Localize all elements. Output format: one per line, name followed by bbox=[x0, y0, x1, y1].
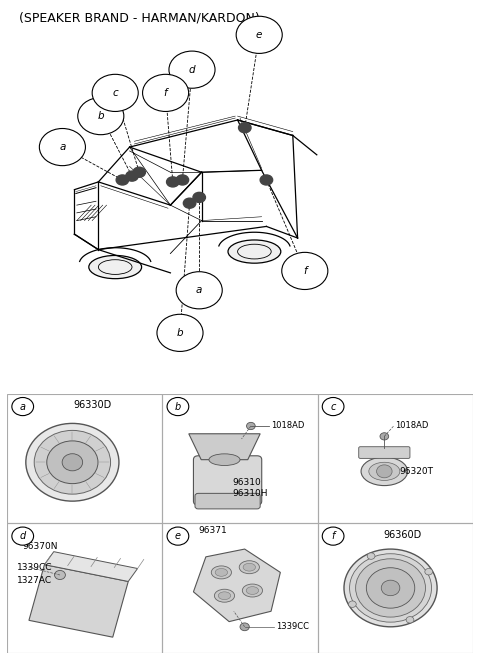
Bar bbox=[7, 523, 162, 653]
Ellipse shape bbox=[215, 569, 228, 576]
Polygon shape bbox=[29, 565, 128, 637]
Circle shape bbox=[157, 314, 203, 352]
Ellipse shape bbox=[246, 586, 259, 594]
Circle shape bbox=[344, 549, 437, 627]
Circle shape bbox=[143, 74, 189, 112]
Text: 96310: 96310 bbox=[232, 478, 261, 487]
Circle shape bbox=[260, 175, 273, 185]
Circle shape bbox=[239, 123, 251, 133]
Circle shape bbox=[406, 617, 414, 623]
Text: 96310H: 96310H bbox=[232, 489, 268, 498]
Polygon shape bbox=[189, 434, 260, 460]
Circle shape bbox=[322, 527, 344, 545]
Text: b: b bbox=[177, 328, 183, 338]
Text: 1327AC: 1327AC bbox=[16, 576, 52, 584]
Circle shape bbox=[247, 422, 255, 430]
Text: f: f bbox=[303, 266, 307, 276]
Ellipse shape bbox=[369, 462, 400, 480]
Circle shape bbox=[39, 129, 85, 166]
Circle shape bbox=[240, 623, 249, 630]
Circle shape bbox=[176, 272, 222, 309]
Circle shape bbox=[12, 527, 34, 545]
Ellipse shape bbox=[215, 589, 235, 602]
Ellipse shape bbox=[243, 564, 255, 571]
Text: 1018AD: 1018AD bbox=[271, 422, 304, 430]
Text: 96320T: 96320T bbox=[400, 467, 434, 476]
Circle shape bbox=[348, 601, 356, 607]
Text: 1339CC: 1339CC bbox=[16, 563, 52, 572]
Circle shape bbox=[380, 433, 389, 440]
Text: f: f bbox=[331, 531, 335, 541]
Circle shape bbox=[356, 559, 425, 617]
Circle shape bbox=[176, 175, 189, 185]
FancyBboxPatch shape bbox=[193, 456, 262, 505]
Circle shape bbox=[92, 74, 138, 112]
Circle shape bbox=[183, 198, 196, 208]
Text: b: b bbox=[97, 111, 104, 121]
Circle shape bbox=[12, 398, 34, 416]
Text: a: a bbox=[59, 142, 66, 152]
Bar bbox=[318, 394, 473, 523]
Circle shape bbox=[425, 569, 432, 575]
Circle shape bbox=[377, 465, 392, 478]
Ellipse shape bbox=[361, 457, 408, 485]
Circle shape bbox=[167, 177, 179, 187]
Ellipse shape bbox=[228, 240, 281, 263]
Text: 1018AD: 1018AD bbox=[395, 422, 429, 430]
Circle shape bbox=[193, 192, 205, 203]
Ellipse shape bbox=[218, 592, 231, 600]
FancyBboxPatch shape bbox=[195, 493, 260, 509]
Circle shape bbox=[78, 98, 124, 134]
Circle shape bbox=[167, 527, 189, 545]
Text: c: c bbox=[112, 88, 118, 98]
Circle shape bbox=[381, 580, 400, 596]
Circle shape bbox=[169, 51, 215, 89]
Circle shape bbox=[236, 16, 282, 53]
Polygon shape bbox=[193, 549, 280, 622]
FancyBboxPatch shape bbox=[359, 447, 410, 459]
Circle shape bbox=[167, 398, 189, 416]
Circle shape bbox=[366, 567, 415, 608]
Circle shape bbox=[126, 171, 138, 181]
Text: (SPEAKER BRAND - HARMAN/KARDON): (SPEAKER BRAND - HARMAN/KARDON) bbox=[19, 12, 260, 25]
Circle shape bbox=[116, 175, 129, 185]
Text: 96371: 96371 bbox=[198, 526, 227, 535]
Text: 96330D: 96330D bbox=[73, 400, 112, 410]
Circle shape bbox=[55, 571, 65, 579]
Circle shape bbox=[133, 167, 145, 177]
Circle shape bbox=[62, 454, 83, 471]
Text: a: a bbox=[20, 401, 26, 411]
Bar bbox=[162, 394, 318, 523]
Text: b: b bbox=[175, 401, 181, 411]
Bar bbox=[7, 394, 162, 523]
Circle shape bbox=[322, 398, 344, 416]
Circle shape bbox=[367, 553, 375, 560]
Circle shape bbox=[26, 423, 119, 501]
Ellipse shape bbox=[211, 566, 231, 579]
Text: d: d bbox=[20, 531, 26, 541]
Text: f: f bbox=[164, 88, 168, 98]
Polygon shape bbox=[45, 552, 138, 581]
Circle shape bbox=[47, 441, 98, 483]
Ellipse shape bbox=[209, 454, 240, 466]
Circle shape bbox=[349, 554, 432, 622]
Text: e: e bbox=[256, 30, 263, 40]
Circle shape bbox=[34, 430, 110, 494]
Text: 96360D: 96360D bbox=[384, 530, 422, 540]
Bar bbox=[318, 523, 473, 653]
Circle shape bbox=[282, 253, 328, 289]
Text: 96370N: 96370N bbox=[23, 542, 58, 551]
Text: a: a bbox=[196, 285, 203, 295]
Text: c: c bbox=[330, 401, 336, 411]
Ellipse shape bbox=[239, 561, 259, 574]
Text: d: d bbox=[189, 65, 195, 75]
Ellipse shape bbox=[242, 584, 263, 597]
Text: 1339CC: 1339CC bbox=[276, 623, 309, 631]
Ellipse shape bbox=[89, 255, 142, 279]
Bar bbox=[162, 523, 318, 653]
Text: e: e bbox=[175, 531, 181, 541]
